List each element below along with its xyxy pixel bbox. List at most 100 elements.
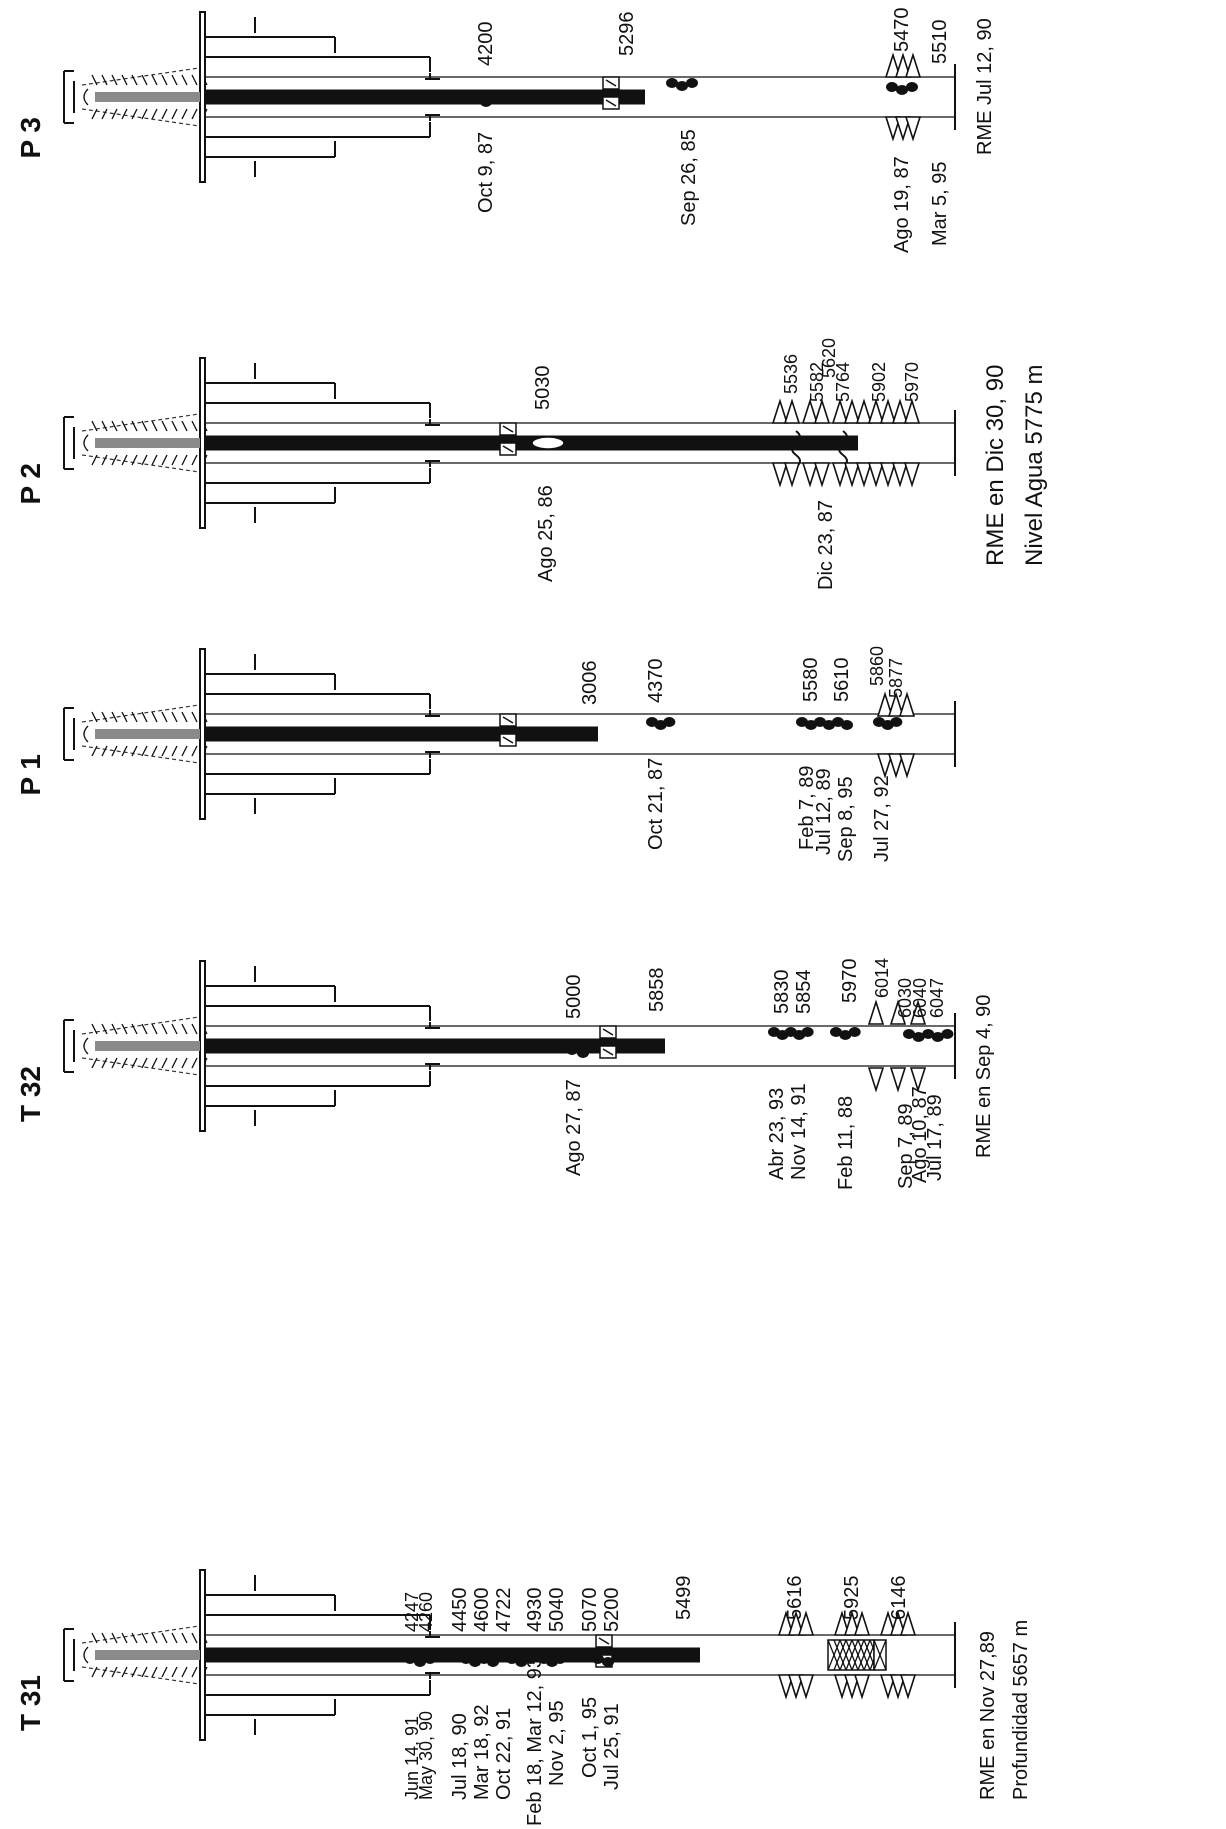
depth-label: 5582 (807, 362, 827, 402)
perforation-mark (801, 462, 819, 488)
event-date-label: Sep 26, 85 (678, 129, 700, 226)
well-name: T 32 (15, 1066, 46, 1122)
perforation-mark (867, 462, 885, 488)
depth-label: 4260 (416, 1592, 436, 1632)
collapse-mark (791, 430, 801, 468)
perforation-mark (777, 1610, 795, 1636)
deposit-mark (663, 717, 676, 727)
depth-label: 5610 (831, 658, 853, 703)
deposit-mark (515, 1657, 528, 1667)
event-date-label: Abr 23, 93 (766, 1088, 788, 1180)
well-note: RME en Dic 30, 90 (982, 365, 1009, 566)
depth-label: 6014 (872, 958, 892, 998)
perforation-mark (879, 1674, 897, 1700)
well-note: Profundidad 5657 m (1010, 1620, 1032, 1800)
deposit-mark (506, 1654, 518, 1664)
perforation-mark (879, 398, 897, 424)
depth-label: 5877 (886, 658, 906, 698)
perforation-mark (891, 398, 909, 424)
deposit-mark (424, 1654, 436, 1664)
deposit-mark (592, 1654, 604, 1664)
well-note: Nivel Agua 5775 m (1021, 365, 1048, 566)
perforation-mark (876, 753, 894, 779)
deposit-mark (524, 1654, 537, 1664)
well-p1: P 1 3006 4370 5580 5610 5860 5877 Oct 21, 87 Feb… (15, 646, 956, 862)
tubing-head (95, 92, 200, 102)
depth-label: 4600 (471, 1588, 493, 1633)
perforation-mark (894, 52, 912, 78)
depth-label: 5860 (867, 646, 887, 686)
deposit-mark (906, 82, 918, 92)
depth-label: 5902 (869, 362, 889, 402)
deposit-mark (676, 81, 688, 91)
deposit-mark (404, 1654, 416, 1664)
perforation-mark (889, 1067, 907, 1093)
well-name: P 3 (15, 117, 46, 159)
tubing-head (95, 438, 200, 448)
depth-label: 5970 (839, 959, 861, 1004)
wellhead-flange (199, 1569, 206, 1741)
depth-label: 5499 (673, 1576, 695, 1621)
well-note: RME en Sep 4, 90 (973, 995, 995, 1158)
wellhead-arc (83, 1646, 89, 1664)
perforation-mark (899, 1610, 917, 1636)
perforation-mark (783, 462, 801, 488)
deposit-mark (941, 1029, 954, 1039)
deposit-mark (830, 1027, 842, 1037)
event-date-label: Ago 27, 87 (563, 1079, 585, 1176)
depth-label: 4370 (645, 659, 667, 704)
perforation-mark (899, 1674, 917, 1700)
depth-label: 5510 (929, 20, 951, 65)
depth-label: 3006 (579, 661, 601, 706)
depth-label: 5040 (546, 1588, 568, 1633)
wellhead-arc (83, 725, 89, 743)
well-note: RME en Nov 27,89 (977, 1631, 999, 1800)
perforation-mark (797, 1674, 815, 1700)
perforation-mark (889, 1610, 907, 1636)
perforation-mark (903, 398, 921, 424)
perforation-mark (771, 398, 789, 424)
event-date-label: Jul 27, 92 (871, 775, 893, 862)
perforation-mark (894, 116, 912, 142)
event-date-label: Ago 19, 87 (891, 156, 913, 253)
perforation-mark (813, 398, 831, 424)
deposit-mark (414, 1657, 426, 1667)
event-date-label: Feb 18, Mar 12, 93 (524, 1657, 546, 1826)
deposit-mark (839, 1030, 852, 1040)
depth-label: 4450 (449, 1588, 471, 1633)
event-date-label: Sep 8, 95 (835, 776, 857, 862)
deposit-mark (602, 1657, 614, 1667)
event-date-label: Oct 9, 87 (475, 132, 497, 213)
perforation-mark (783, 398, 801, 424)
well-name: P 1 (15, 754, 46, 796)
depth-label: 5580 (800, 658, 822, 703)
perforation-mark (853, 1674, 871, 1700)
perforation-mark (867, 398, 885, 424)
depth-label: 5000 (563, 975, 585, 1020)
depth-label: 5030 (532, 366, 554, 411)
perforation-mark (909, 999, 927, 1025)
perforation-mark (843, 1610, 861, 1636)
deposit-mark (912, 1032, 925, 1042)
wellhead-arc (83, 1037, 89, 1055)
event-date-label: Jul 12, 89 (813, 768, 835, 855)
depth-label: 6146 (888, 1576, 910, 1621)
depth-label: 6040 (910, 978, 930, 1018)
perforation-mark (889, 1674, 907, 1700)
perforation-mark (904, 52, 922, 78)
depth-label: 5616 (784, 1576, 806, 1621)
event-date-label: Dic 23, 87 (815, 500, 837, 590)
event-date-label: Jun 14, 91 (402, 1716, 422, 1800)
deposit-mark (886, 82, 898, 92)
perforation-mark (833, 1610, 851, 1636)
perforation-mark (884, 52, 902, 78)
event-date-label: Nov 2, 95 (546, 1700, 568, 1786)
depth-label: 4247 (402, 1592, 422, 1632)
deposit-mark (488, 94, 500, 104)
event-date-label: Sep 7, 89 (895, 1103, 917, 1189)
wellhead-flange (199, 357, 206, 529)
wellhead-flange (199, 11, 206, 183)
perforation-mark (855, 398, 873, 424)
deposit-mark (478, 1654, 490, 1664)
